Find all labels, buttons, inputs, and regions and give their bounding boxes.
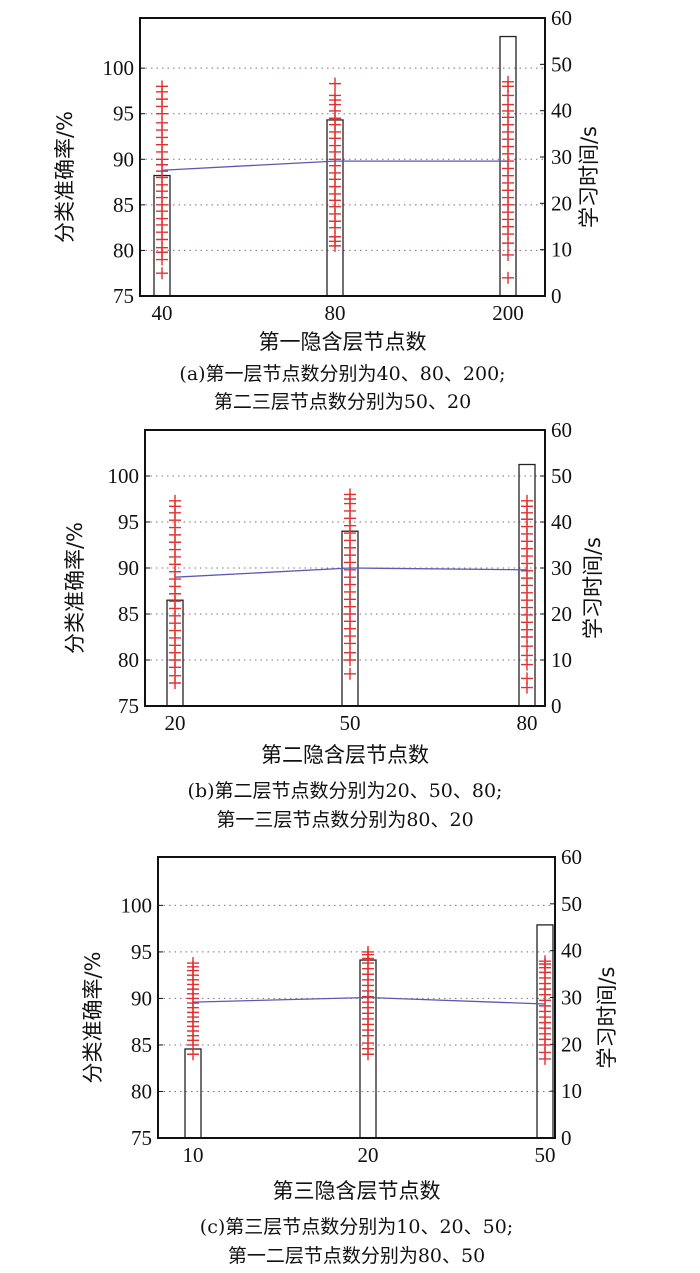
y-axis-label: 分类准确率/% [53, 111, 77, 243]
y2-tick-label: 30 [551, 556, 572, 580]
y-tick-label: 95 [131, 940, 152, 964]
mean-accuracy-line [174, 567, 528, 578]
y-tick-label: 75 [131, 1126, 152, 1150]
accuracy-point [169, 494, 181, 507]
y-axis-label: 分类准确率/% [63, 522, 87, 654]
x-axis-label: 第二隐含层节点数 [261, 743, 429, 767]
y2-tick-label: 40 [561, 939, 582, 963]
y-tick-label: 75 [118, 694, 139, 718]
x-axis-label: 第一隐含层节点数 [259, 330, 427, 354]
y2-tick-label: 50 [551, 464, 572, 488]
accuracy-point [344, 488, 356, 501]
accuracy-point [362, 945, 374, 958]
accuracy-point [502, 75, 514, 88]
y2-tick-label: 50 [551, 52, 572, 76]
y2-tick-label: 20 [551, 602, 572, 626]
panel-b: 75 80 85 90 95 100 0 10 20 30 40 50 60 20 50 80 第二隐含层节点数… [63, 418, 605, 831]
accuracy-point [156, 80, 168, 93]
accuracy-point [521, 494, 533, 507]
panel-a: 75 80 85 90 95 100 0 10 20 30 40 50 60 40 80 200 第一隐含层节点… [53, 6, 601, 413]
accuracy-point [156, 267, 168, 280]
y-tick-label: 80 [113, 238, 134, 262]
panel-c: 75 80 85 90 95 100 0 10 20 30 40 50 60 10 20 50 第三隐含层节点数… [81, 845, 619, 1267]
y-tick-label: 100 [108, 464, 140, 488]
accuracy-point [187, 957, 199, 970]
x-tick-label: 200 [492, 301, 524, 325]
y-tick-label: 95 [118, 510, 139, 534]
y-tick-label: 90 [131, 986, 152, 1010]
y-tick-label: 100 [121, 893, 153, 917]
mean-accuracy-line [161, 160, 508, 171]
y2-tick-label: 40 [551, 99, 572, 123]
y-tick-label: 85 [113, 193, 134, 217]
x-tick-label: 20 [358, 1143, 379, 1167]
x-tick-label: 10 [183, 1143, 204, 1167]
accuracy-point [521, 672, 533, 685]
caption-line: (b)第二层节点数分别为20、50、80; [188, 780, 503, 802]
x-tick-label: 80 [325, 301, 346, 325]
y-tick-label: 85 [131, 1033, 152, 1057]
caption-line: (c)第三层节点数分别为10、20、50; [200, 1216, 513, 1238]
plot-frame [144, 429, 546, 707]
y2-tick-label: 10 [551, 238, 572, 262]
x-tick-label: 50 [535, 1143, 556, 1167]
y-tick-label: 85 [118, 602, 139, 626]
y2-tick-label: 0 [551, 694, 562, 718]
y2-tick-label: 20 [551, 191, 572, 215]
y2-tick-label: 40 [551, 510, 572, 534]
accuracy-point [329, 89, 341, 102]
y2-tick-label: 0 [551, 284, 562, 308]
x-tick-label: 40 [152, 301, 173, 325]
y2-tick-label: 60 [551, 6, 572, 30]
y2-tick-label: 30 [551, 145, 572, 169]
accuracy-point [539, 955, 551, 968]
mean-accuracy-line [192, 996, 546, 1005]
y-axis-label: 分类准确率/% [81, 951, 105, 1083]
y2-axis-label: 学习时间/s [577, 126, 601, 228]
y2-tick-label: 60 [551, 418, 572, 442]
y2-tick-label: 60 [561, 845, 582, 869]
plot-frame [139, 17, 546, 297]
x-axis-label: 第三隐含层节点数 [273, 1179, 441, 1203]
y-tick-label: 80 [131, 1079, 152, 1103]
y2-tick-label: 0 [561, 1126, 572, 1150]
y2-tick-label: 20 [561, 1032, 582, 1056]
y-tick-label: 90 [118, 556, 139, 580]
accuracy-point [502, 271, 514, 284]
accuracy-point [344, 667, 356, 680]
x-tick-label: 80 [517, 711, 538, 735]
caption-line: 第一二层节点数分别为80、50 [228, 1245, 485, 1267]
y2-axis-label: 学习时间/s [581, 537, 605, 639]
x-tick-label: 20 [165, 711, 186, 735]
y-tick-label: 75 [113, 284, 134, 308]
y-tick-label: 100 [103, 56, 135, 80]
y2-tick-label: 30 [561, 986, 582, 1010]
y2-axis-label: 学习时间/s [595, 966, 619, 1068]
y2-tick-label: 10 [551, 648, 572, 672]
y-tick-label: 95 [113, 102, 134, 126]
time-bar [184, 1048, 202, 1139]
plot-frame [157, 856, 556, 1139]
accuracy-point [329, 77, 341, 90]
y2-tick-label: 50 [561, 892, 582, 916]
y2-tick-label: 10 [561, 1079, 582, 1103]
caption-line: (a)第一层节点数分别为40、80、200; [179, 363, 505, 385]
accuracy-point [502, 248, 514, 261]
y-tick-label: 80 [118, 648, 139, 672]
caption-line: 第一三层节点数分别为80、20 [216, 809, 473, 831]
y-tick-label: 90 [113, 147, 134, 171]
caption-line: 第二三层节点数分别为50、20 [214, 391, 471, 413]
x-tick-label: 50 [340, 711, 361, 735]
